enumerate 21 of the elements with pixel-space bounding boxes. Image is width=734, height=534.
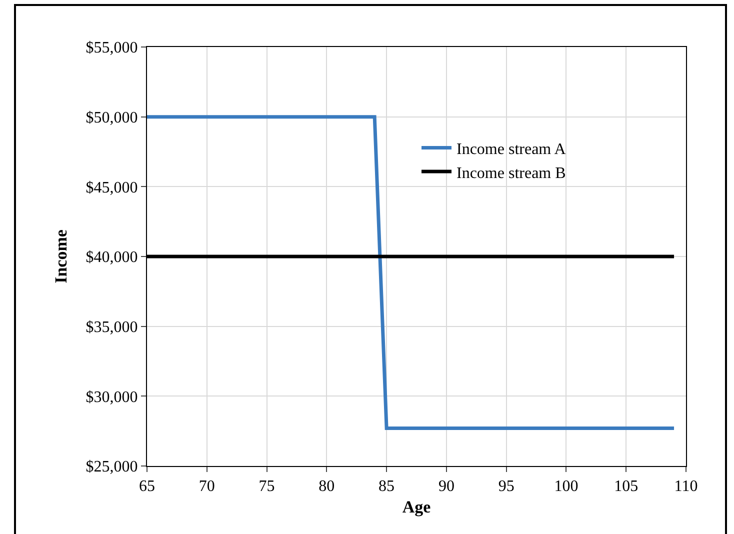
- legend-label: Income stream B: [456, 164, 566, 182]
- y-tick-label: $55,000: [86, 40, 138, 57]
- x-tick-label: 100: [554, 478, 578, 496]
- x-axis-title: Age: [402, 498, 432, 517]
- x-tick-label: 85: [378, 478, 395, 496]
- x-tick-label: 95: [498, 478, 514, 496]
- x-tick-label: 75: [258, 478, 275, 496]
- y-tick-label: $25,000: [86, 458, 138, 476]
- y-tick-label: $35,000: [86, 318, 138, 336]
- x-tick-label: 65: [139, 478, 155, 496]
- x-tick-label: 105: [614, 478, 638, 496]
- legend-label: Income stream A: [456, 140, 566, 158]
- x-tick-label: 90: [438, 478, 454, 496]
- x-tick-label: 80: [318, 478, 335, 496]
- y-tick-label: $30,000: [86, 388, 138, 406]
- y-tick-label: $50,000: [86, 109, 138, 126]
- x-tick-label: 70: [198, 478, 215, 496]
- y-tick-label: $45,000: [86, 179, 138, 196]
- y-axis-title: Income: [51, 229, 70, 284]
- y-tick-label: $40,000: [86, 249, 138, 266]
- x-tick-label: 110: [674, 478, 698, 496]
